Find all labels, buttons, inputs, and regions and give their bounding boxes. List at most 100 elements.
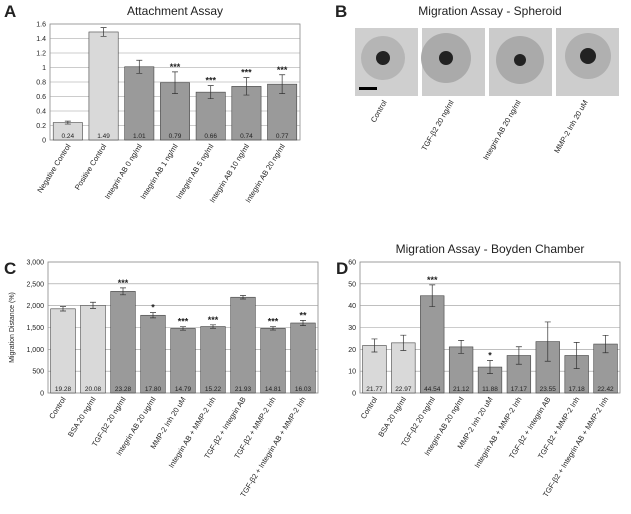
significance-mark: ** [299,310,307,320]
value-label: 22.42 [597,386,614,393]
x-tick-label: BSA 20 ng/ml [66,395,98,439]
panel-title: Migration Assay - Spheroid [418,4,561,18]
significance-mark: *** [268,317,279,327]
value-label: 17.18 [569,386,586,393]
y-tick-label: 0 [352,391,356,398]
error-bar [120,287,126,296]
bar [140,314,166,394]
spheroid-panel: B Migration Assay - Spheroid Control TGF… [335,2,619,161]
y-tick-label: 60 [348,260,356,267]
x-tick-label: Integrin AB 20 ng/ml [243,142,287,204]
value-label: 14.81 [265,386,282,393]
error-bar [210,324,216,329]
x-tick-label: Positive Control [73,142,109,192]
bar [170,328,196,394]
x-tick-label: TGF-β2 + Integrin AB + MMP-2 Inh [238,395,307,499]
value-label: 15.22 [205,386,222,393]
y-tick-label: 30 [348,325,356,332]
bar [195,91,226,141]
y-tick-label: 0.6 [36,94,46,101]
panel-letter: D [336,259,348,278]
value-label: 0.77 [276,133,289,140]
value-label: 21.77 [366,386,383,393]
value-label: 17.80 [145,386,162,393]
error-bar [60,306,66,312]
error-bar [515,346,522,365]
bar [110,291,136,394]
value-label: 16.03 [295,386,312,393]
image-label: Control [369,98,389,124]
x-tick-label: Negative Control [35,142,72,194]
panel-letter: C [4,259,16,278]
significance-mark: *** [241,68,252,78]
y-tick-label: 1.4 [36,36,46,43]
y-tick-label: 1,500 [26,325,44,332]
value-label: 17.17 [511,386,528,393]
y-tick-label: 0.2 [36,123,46,130]
error-bar [573,342,580,369]
error-bar [64,120,71,125]
error-bar [544,321,551,362]
value-label: 19.28 [55,386,72,393]
value-label: 44.54 [424,386,441,393]
error-bar [300,320,306,326]
micrograph [421,28,485,96]
value-label: 0.79 [169,133,182,140]
x-tick-label: Integrin AB 10 ng/ml [208,142,252,204]
y-tick-label: 1,000 [26,347,44,354]
error-bar [240,295,246,300]
y-tick-label: 500 [32,369,44,376]
value-label: 0.24 [62,133,75,140]
bar [420,295,445,394]
value-label: 23.55 [540,386,557,393]
error-bar [180,326,186,331]
significance-mark: *** [208,315,219,325]
error-bar [172,71,178,94]
error-bar [270,326,276,331]
y-tick-label: 0 [42,138,46,145]
significance-mark: *** [170,62,181,72]
y-tick-label: 50 [348,281,356,288]
value-label: 21.93 [235,386,252,393]
value-label: 1.49 [97,133,110,140]
bar [230,296,256,394]
panel-title: Migration Assay - Boyden Chamber [396,242,585,256]
error-bar [207,85,214,100]
image-label: TGF-β2 20 ng/ml [420,98,456,152]
error-bar [429,284,436,308]
y-tick-label: 0.4 [36,109,46,116]
value-label: 1.01 [133,133,146,140]
error-bar [243,77,250,96]
error-bar [371,338,378,353]
error-bar [279,74,286,94]
error-bar [100,27,107,37]
micrograph [355,28,418,96]
significance-mark: *** [118,278,129,288]
x-tick-label: Integrin AB 1 ng/ml [138,142,179,201]
y-tick-label: 20 [348,347,356,354]
micrograph [556,28,619,96]
x-tick-label: Control [359,395,380,421]
bar [200,326,226,394]
significance-mark: *** [277,65,288,75]
bar [260,328,286,394]
x-tick-label: Integrin AB 0 ng/ml [103,142,144,201]
error-bar [458,339,465,354]
value-label: 21.12 [453,386,470,393]
y-tick-label: 2,000 [26,303,44,310]
y-tick-label: 1.2 [36,51,46,58]
value-label: 0.74 [240,133,253,140]
y-tick-label: 3,000 [26,260,44,267]
bar [80,305,106,394]
value-label: 20.08 [85,386,102,393]
x-tick-label: Integrin AB 5 ng/ml [174,142,215,201]
image-label: MMP-2 Inh 20 uM [552,99,590,155]
y-tick-label: 10 [348,369,356,376]
value-label: 11.88 [482,386,498,393]
image-label: Integrin AB 20 ng/ml [481,98,523,161]
panel-letter: B [335,2,347,21]
value-label: 14.79 [175,386,192,393]
error-bar [487,360,493,374]
error-bar [400,334,407,351]
